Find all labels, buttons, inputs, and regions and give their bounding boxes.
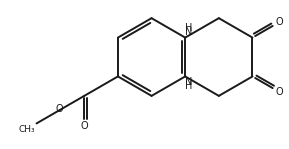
Text: O: O [56,104,64,114]
Text: O: O [275,17,283,27]
Text: N: N [185,27,192,37]
Text: CH₃: CH₃ [19,125,36,134]
Text: H: H [185,81,192,91]
Text: H: H [185,23,192,33]
Text: O: O [80,121,88,131]
Text: N: N [185,77,192,87]
Text: O: O [275,87,283,97]
